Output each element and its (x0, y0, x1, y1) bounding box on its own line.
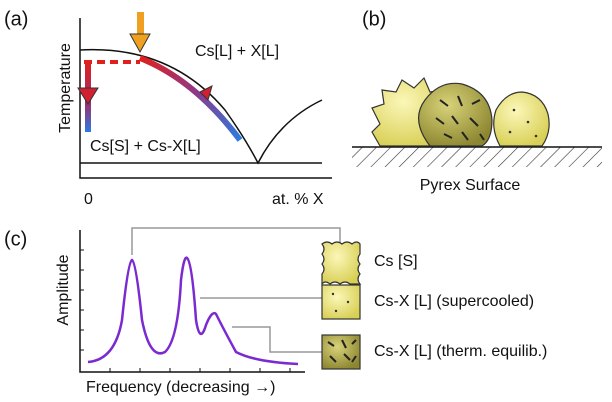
supercooled-icon (321, 284, 361, 320)
region-label: Cs[L] + X[L] (195, 43, 279, 60)
surface-label: Pyrex Surface (420, 177, 521, 194)
shards (327, 339, 357, 363)
arrow-head (129, 33, 151, 54)
surface-hatch (352, 147, 602, 167)
y-axis-label: Temperature (57, 43, 74, 133)
region-label: Cs[S] + Cs-X[L] (90, 138, 201, 155)
arrow-head (199, 85, 213, 101)
x-axis-label: Frequency (decreasing →) (86, 379, 275, 396)
shards (435, 95, 485, 141)
equilibrium-droplet (418, 82, 493, 147)
arrow-head (77, 87, 99, 105)
spectrum (87, 256, 299, 366)
dots (508, 108, 538, 138)
panel-label: (b) (362, 8, 386, 30)
axes (79, 230, 305, 373)
dots (331, 292, 350, 313)
panel-label: (a) (4, 8, 28, 30)
cooling-path (138, 55, 243, 142)
y-axis-label: Amplitude (55, 254, 72, 325)
heat-bar (137, 12, 144, 34)
panel-a: (a) Temperature Cs[L] + X[L] Cs[S] + Cs-… (4, 8, 332, 208)
supercooled-droplet (493, 91, 550, 147)
legend-label: Cs-X [L] (supercooled) (374, 293, 534, 310)
equilibrium-icon (321, 334, 361, 370)
panel-label: (c) (4, 228, 27, 250)
x-axis-label: at. % X (272, 191, 324, 208)
connectors (131, 227, 341, 353)
panel-b: (b) Pyrex Surface (352, 8, 602, 194)
ticks (80, 249, 291, 372)
solid-icon (321, 241, 362, 286)
legend-label: Cs [S] (374, 253, 418, 270)
axes (79, 18, 332, 179)
panel-c: (c) Amplitude Cs [S] Cs-X [L] (supercool… (4, 227, 547, 396)
x-origin: 0 (84, 191, 93, 208)
legend-label: Cs-X [L] (therm. equilib.) (374, 343, 547, 360)
